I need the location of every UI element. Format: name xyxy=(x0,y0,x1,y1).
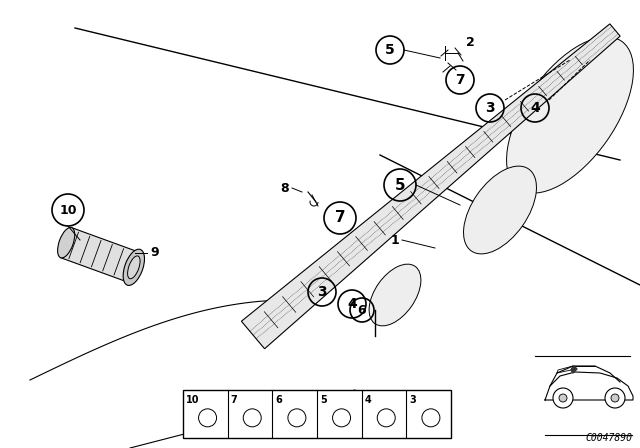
Text: 5: 5 xyxy=(395,177,405,193)
Text: 3: 3 xyxy=(485,101,495,115)
Text: C0047890: C0047890 xyxy=(585,433,632,443)
Text: 5: 5 xyxy=(320,395,327,405)
Text: 2: 2 xyxy=(466,35,474,48)
Circle shape xyxy=(605,388,625,408)
Polygon shape xyxy=(61,228,140,282)
Ellipse shape xyxy=(463,166,536,254)
Ellipse shape xyxy=(369,264,421,326)
Text: 6: 6 xyxy=(275,395,282,405)
Polygon shape xyxy=(241,24,620,349)
Text: 6: 6 xyxy=(358,303,366,316)
Text: 7: 7 xyxy=(455,73,465,87)
Ellipse shape xyxy=(127,256,140,279)
FancyBboxPatch shape xyxy=(183,390,451,438)
Text: 3: 3 xyxy=(317,285,327,299)
Text: 7: 7 xyxy=(335,211,346,225)
Ellipse shape xyxy=(123,249,145,285)
Polygon shape xyxy=(571,366,577,373)
Text: 5: 5 xyxy=(385,43,395,57)
Text: 10: 10 xyxy=(186,395,200,405)
Text: 3: 3 xyxy=(410,395,416,405)
Ellipse shape xyxy=(58,228,75,258)
Circle shape xyxy=(559,394,567,402)
Text: 9: 9 xyxy=(150,246,159,259)
Circle shape xyxy=(553,388,573,408)
Text: 4: 4 xyxy=(530,101,540,115)
Ellipse shape xyxy=(507,37,634,193)
Text: 8: 8 xyxy=(281,181,289,194)
Text: 4: 4 xyxy=(365,395,371,405)
Text: 10: 10 xyxy=(60,203,77,216)
Text: 7: 7 xyxy=(230,395,237,405)
Text: 1: 1 xyxy=(390,233,399,246)
Text: 4: 4 xyxy=(347,297,357,311)
Circle shape xyxy=(611,394,619,402)
